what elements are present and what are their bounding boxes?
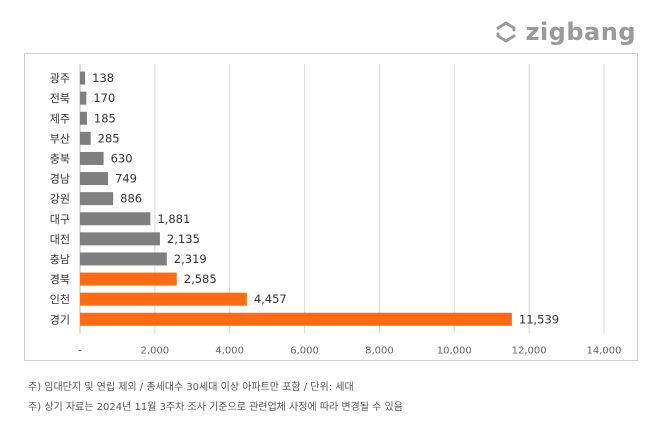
value-label: 2,585 (184, 272, 217, 286)
footnote-1: 주) 임대단지 및 연립 제외 / 총세대수 30세대 이상 아파트만 포함 /… (28, 382, 354, 393)
value-label: 1,881 (157, 212, 190, 226)
footnote-2: 주) 상기 자료는 2024년 11월 3주차 조사 기준으로 관련업체 사정에… (28, 402, 403, 413)
x-tick-label: - (78, 345, 82, 356)
x-tick-label: 8,000 (365, 345, 394, 356)
category-label: 경남 (50, 173, 70, 186)
bar-chart: 광주 138 전북 170 제주 185 부산 285 충북 630 경남 749 강원 886 대구 1,8… (50, 64, 622, 356)
x-tick-label: 12,000 (512, 345, 547, 356)
value-label: 2,135 (167, 232, 200, 246)
value-label: 4,457 (254, 292, 287, 306)
bar (80, 212, 151, 226)
x-tick-label: 2,000 (141, 345, 170, 356)
brand-logo: zigbang (493, 18, 636, 46)
value-label: 185 (94, 111, 116, 125)
value-label: 886 (120, 192, 142, 206)
bar (80, 252, 167, 266)
category-label: 대전 (50, 233, 70, 246)
bar (80, 91, 87, 105)
category-label: 제주 (50, 112, 70, 125)
x-tick-label: 14,000 (587, 345, 622, 356)
category-label: 대구 (50, 213, 70, 226)
bar (80, 111, 87, 125)
value-label: 138 (92, 71, 114, 85)
bar (80, 192, 114, 206)
value-label: 170 (93, 91, 115, 105)
footnotes: 주) 임대단지 및 연립 제외 / 총세대수 30세대 이상 아파트만 포함 /… (28, 378, 403, 418)
category-label: 부산 (50, 132, 70, 145)
category-label: 강원 (50, 193, 70, 206)
value-label: 2,319 (174, 252, 207, 266)
value-label: 11,539 (519, 312, 559, 326)
brand-name: zigbang (525, 18, 636, 46)
category-label: 광주 (50, 72, 70, 85)
x-tick-label: 4,000 (215, 345, 244, 356)
category-label: 충북 (50, 152, 70, 165)
category-label: 경북 (50, 273, 70, 286)
bar (80, 232, 160, 246)
chart-container: 광주 138 전북 170 제주 185 부산 285 충북 630 경남 749 강원 886 대구 1,8… (24, 53, 638, 361)
value-label: 630 (111, 151, 133, 165)
bar (80, 151, 104, 165)
zigbang-logo-icon (496, 21, 516, 43)
bar (80, 312, 512, 326)
x-tick-label: 10,000 (437, 345, 472, 356)
category-label: 인천 (50, 292, 70, 306)
value-label: 285 (98, 131, 120, 145)
value-label: 749 (115, 172, 137, 186)
bar (80, 172, 109, 186)
bar (80, 292, 247, 306)
bar (80, 131, 91, 145)
category-label: 충남 (50, 253, 70, 266)
bar (80, 71, 86, 85)
bar (80, 272, 177, 286)
category-label: 경기 (50, 313, 70, 326)
x-tick-label: 6,000 (290, 345, 319, 356)
category-label: 전북 (50, 92, 70, 105)
